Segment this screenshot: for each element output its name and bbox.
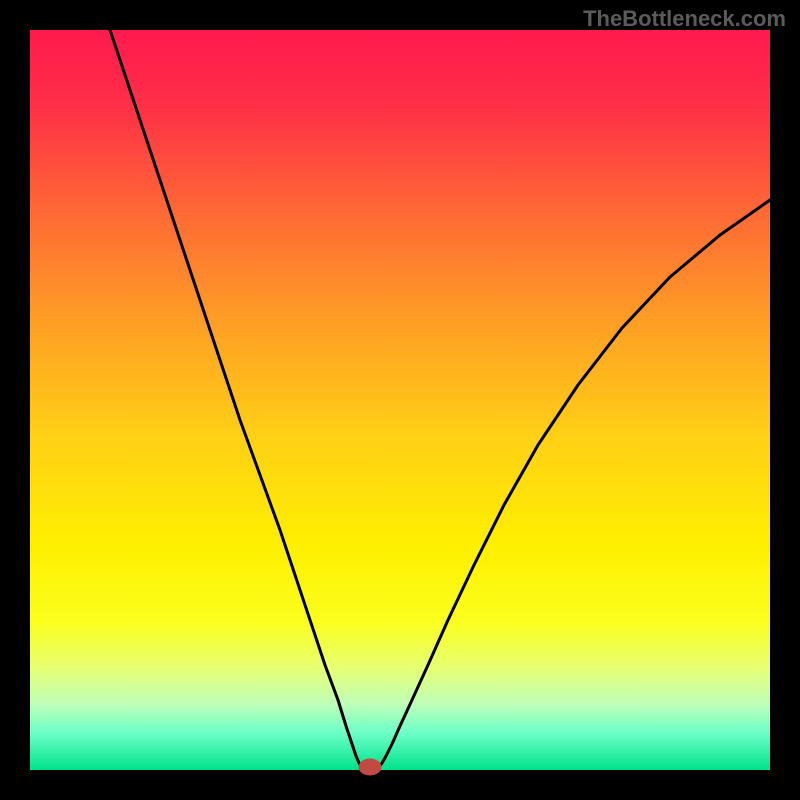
optimal-marker xyxy=(359,759,381,775)
chart-background xyxy=(30,30,770,770)
chart-container xyxy=(0,0,800,800)
bottleneck-chart xyxy=(0,0,800,800)
watermark-text: TheBottleneck.com xyxy=(583,6,786,32)
